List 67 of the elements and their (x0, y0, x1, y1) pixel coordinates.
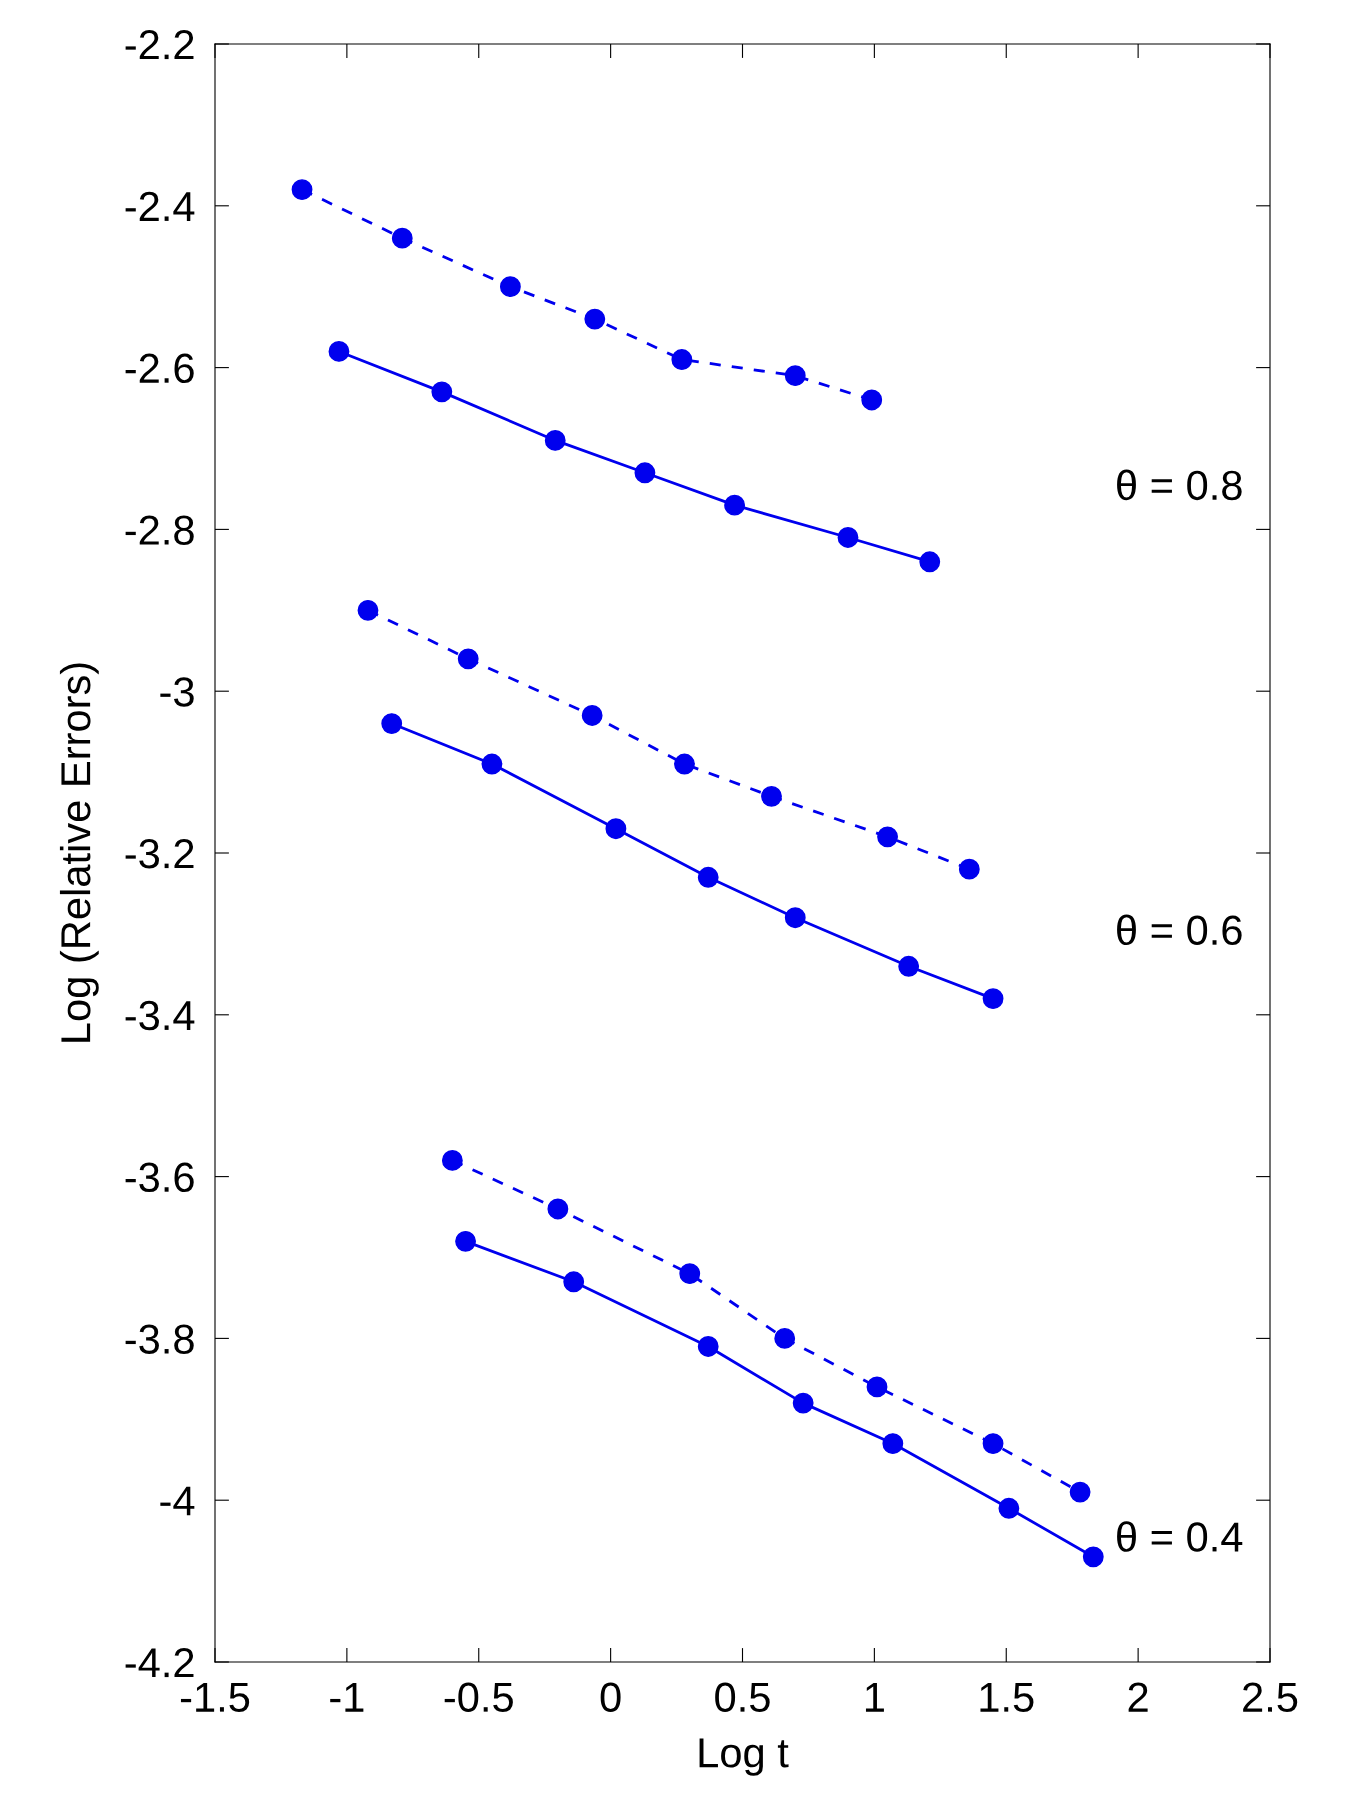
x-tick-label: 0 (600, 1682, 621, 1713)
y-axis-title: Log (Relative Errors) (59, 663, 99, 1042)
point (547, 1198, 569, 1220)
x-tick-label: -0.5 (444, 1682, 513, 1713)
point (861, 389, 883, 411)
point (499, 276, 521, 298)
point (357, 599, 379, 621)
point (724, 494, 746, 516)
point (674, 753, 695, 775)
y-tick-label: -2.2 (125, 30, 194, 60)
y-tick-label: -3.2 (125, 839, 194, 869)
point (898, 955, 920, 977)
point (671, 349, 693, 370)
x-tick-label: 2 (1128, 1682, 1148, 1712)
point (563, 1271, 585, 1293)
point (291, 179, 313, 201)
point (919, 551, 941, 573)
point (697, 1336, 719, 1357)
point (441, 1150, 463, 1171)
point (784, 365, 806, 387)
point (784, 907, 806, 929)
point (958, 858, 980, 880)
point (774, 1327, 796, 1349)
y-tick-label: -3.6 (125, 1162, 194, 1193)
point (982, 1433, 1004, 1454)
point (877, 826, 898, 848)
point (391, 227, 413, 249)
x-tick-label: 0.5 (715, 1682, 770, 1713)
point (481, 753, 503, 775)
annotation: θ = 0.6 (1117, 914, 1242, 946)
x-axis-title: Log t (699, 1738, 789, 1776)
y-tick-label: -2.8 (125, 515, 194, 545)
point (882, 1433, 904, 1454)
point (697, 866, 719, 888)
point (998, 1497, 1020, 1519)
point (431, 381, 453, 403)
point (381, 713, 403, 734)
point (634, 462, 656, 484)
point (1069, 1481, 1091, 1503)
point (837, 527, 859, 548)
x-tick-label: 1 (865, 1682, 884, 1712)
point (581, 705, 603, 726)
point (457, 648, 479, 670)
x-tick-label: 1.5 (980, 1682, 1034, 1713)
point (584, 308, 606, 330)
x-tick-label: -1 (330, 1682, 364, 1712)
point (679, 1263, 701, 1285)
point (982, 988, 1004, 1010)
annotation: θ = 0.8 (1117, 469, 1242, 501)
y-tick-label: -2.6 (125, 353, 194, 384)
point (328, 341, 350, 362)
point (866, 1376, 888, 1398)
y-tick-label: -3.8 (125, 1324, 194, 1354)
annotation: θ = 0.4 (1117, 1521, 1243, 1552)
point (544, 429, 566, 451)
y-tick-label: -4.2 (125, 1648, 194, 1678)
y-tick-label: -3.4 (125, 1000, 195, 1031)
y-tick-label: -2.4 (125, 191, 195, 221)
y-tick-label: -3 (160, 677, 194, 707)
point (1082, 1546, 1104, 1568)
x-tick-label: 2.5 (1243, 1682, 1298, 1713)
point (605, 818, 627, 840)
y-tick-label: -4 (160, 1486, 195, 1516)
x-tick-label: -1.5 (180, 1682, 250, 1713)
point (792, 1392, 814, 1414)
point (761, 785, 782, 807)
point (455, 1230, 476, 1252)
